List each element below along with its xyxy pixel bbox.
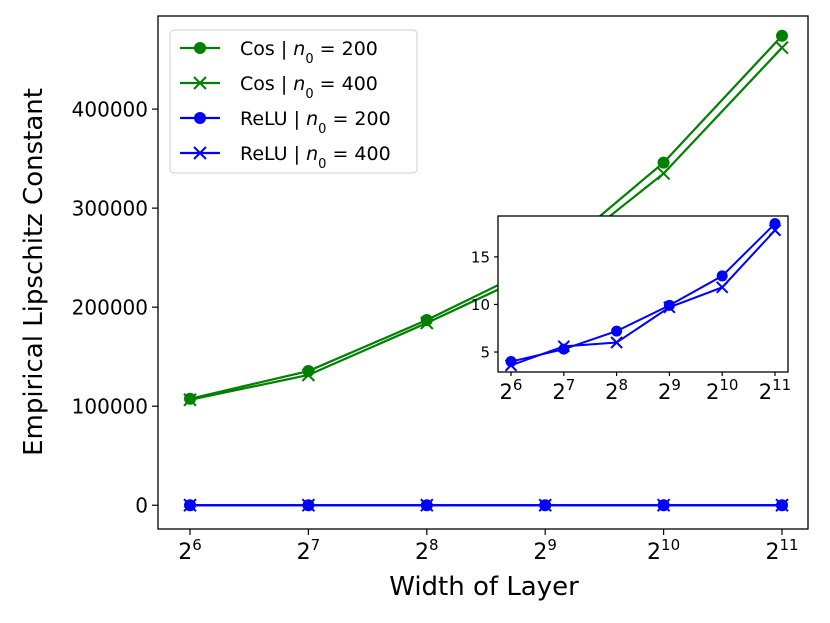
inset-plot: 5 10 15 26 27 28 29 210 211: [471, 215, 791, 404]
inset-series-1-point-2: [610, 336, 623, 349]
inset-x-tick-label-3: 29: [658, 376, 681, 404]
legend-label-3: ReLU | n0 = 400: [240, 143, 391, 172]
y-axis-label: Empirical Lipschitz Constant: [19, 88, 49, 456]
main-series-line-0: [189, 35, 783, 400]
x-axis-label: Width of Layer: [389, 572, 579, 602]
inset-x-tick-label-1: 27: [552, 376, 575, 404]
inset-x-tick-label-5: 211: [759, 376, 791, 404]
inset-series-1-point-1: [557, 340, 571, 353]
main-series-1-point-5: [775, 40, 789, 55]
main-x-tick-label-2: 28: [415, 536, 439, 565]
main-y-tick-label-3: 300000: [72, 196, 148, 220]
inset-series-line-1: [510, 229, 776, 367]
main-series-3-point-4: [656, 498, 671, 512]
main-x-tick-label-0: 26: [178, 536, 202, 565]
inset-y-tick-label-2: 15: [471, 248, 490, 266]
legend-box: [169, 29, 418, 174]
inset-series-1-point-4: [715, 281, 729, 294]
main-series-1-point-4: [656, 166, 671, 181]
inset-x-tick-label-2: 28: [605, 376, 628, 404]
main-series-line-1: [189, 46, 783, 401]
main-series-3-point-3: [538, 498, 552, 512]
inset-series-0-point-4: [716, 270, 728, 282]
legend-label-2: ReLU | n0 = 200: [240, 108, 391, 137]
main-series-3-point-0: [183, 498, 197, 512]
legend-marker-1: [193, 76, 207, 90]
legend-label-0: Cos | n0 = 200: [240, 38, 378, 67]
main-series-0-point-5: [776, 29, 788, 42]
main-x-tick-label-4: 210: [647, 536, 680, 565]
inset-background: [498, 216, 788, 372]
main-series-3-point-2: [420, 498, 434, 512]
inset-series-1-point-0: [504, 359, 518, 372]
main-series-1-point-1: [301, 368, 316, 382]
inset-series-line-0: [510, 222, 776, 363]
main-series-1-point-0: [183, 393, 197, 407]
main-plot-frame: [157, 15, 809, 530]
main-series-3-point-5: [775, 498, 789, 512]
inset-y-tick-label-1: 10: [471, 296, 490, 314]
main-x-tick-label-5: 211: [765, 536, 798, 565]
main-plot: 0 100000 200000 300000 400000 26 27 28 29 210 211: [72, 15, 809, 565]
main-x-tick-label-1: 27: [297, 536, 321, 565]
main-y-tick-label-0: 0: [135, 493, 148, 517]
inset-plot-frame: [497, 215, 789, 373]
inset-series-1-point-5: [768, 224, 782, 237]
main-series-0-point-4: [657, 156, 670, 169]
inset-series-0-point-2: [611, 325, 623, 337]
inset-series-1-point-3: [663, 301, 676, 314]
legend: Cos | n0 = 200 Cos | n0 = 400 ReLU | n0 = …: [169, 29, 418, 174]
main-series-3-point-1: [301, 498, 316, 512]
inset-y-tick-label-0: 5: [480, 343, 490, 361]
main-y-tick-label-2: 200000: [72, 295, 148, 319]
main-y-tick-label-1: 100000: [72, 394, 148, 418]
main-series-1-point-2: [420, 316, 434, 330]
inset-x-tick-label-0: 26: [500, 376, 523, 404]
legend-marker-3: [193, 146, 207, 160]
legend-label-1: Cos | n0 = 400: [240, 73, 378, 102]
main-series-0-point-2: [420, 314, 433, 327]
main-y-tick-label-4: 400000: [72, 97, 148, 121]
inset-x-tick-label-4: 210: [706, 376, 738, 404]
main-x-tick-label-3: 29: [533, 536, 557, 565]
legend-marker-2: [194, 112, 206, 124]
legend-marker-0: [194, 42, 206, 54]
